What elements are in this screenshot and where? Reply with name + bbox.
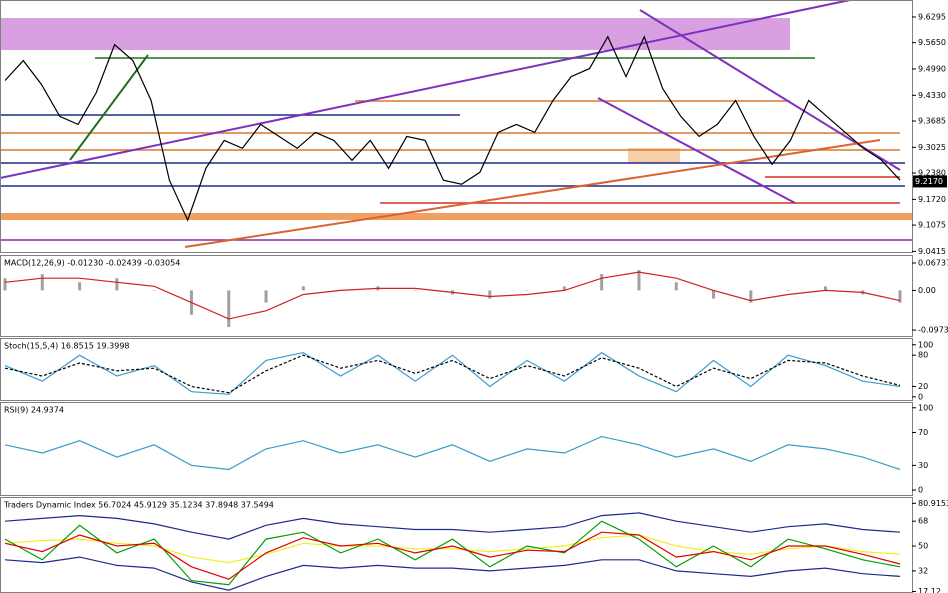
histogram-bar	[488, 290, 492, 299]
histogram-bar	[78, 282, 82, 291]
histogram-bar	[562, 286, 566, 291]
panel-frame	[0, 255, 913, 337]
histogram-bar	[40, 274, 44, 291]
y-tick-label: 70	[918, 428, 928, 437]
histogram-bar	[749, 290, 753, 303]
panel-title: RSI(9) 24.9374	[4, 406, 64, 415]
panel-title: Traders Dynamic Index 56.7024 45.9129 35…	[3, 501, 274, 510]
y-tick-label: 9.3025	[918, 143, 946, 152]
trend-line	[184, 139, 881, 248]
y-tick-label: 100	[918, 340, 933, 349]
y-tick-label: 9.4330	[918, 91, 946, 100]
histogram-bar	[600, 274, 604, 291]
histogram-bar	[525, 290, 529, 291]
y-tick-label: 80.9153	[918, 499, 948, 508]
y-tick-label: 68	[918, 517, 928, 526]
y-tick-label: 9.6295	[918, 12, 946, 21]
series-line	[4, 512, 901, 540]
y-tick-label: 0	[918, 392, 923, 401]
zone	[0, 213, 912, 220]
panel-frame	[0, 402, 913, 496]
histogram-bar	[674, 282, 678, 291]
trend-line	[69, 54, 149, 161]
histogram-bar	[712, 290, 716, 299]
histogram-bar	[786, 290, 790, 291]
histogram-bar	[3, 278, 7, 291]
y-tick-label: 30	[918, 461, 928, 470]
series-line	[4, 351, 901, 395]
zone	[628, 148, 680, 163]
series-line	[4, 534, 901, 564]
histogram-bar	[264, 290, 268, 303]
y-tick-label: 9.1720	[918, 195, 946, 204]
y-tick-label: 0.06737	[918, 258, 948, 267]
y-tick-label: 17.12	[918, 587, 941, 593]
series-line	[4, 531, 901, 580]
y-tick-label: 9.0415	[918, 247, 946, 256]
series-line	[4, 271, 901, 320]
y-tick-label: 9.5650	[918, 38, 946, 47]
price-label: 9.2170	[915, 177, 943, 186]
histogram-bar	[115, 278, 119, 291]
y-tick-label: 100	[918, 403, 933, 412]
series-line	[4, 35, 901, 222]
series-line	[4, 354, 901, 394]
panel-frame	[0, 0, 913, 253]
trend-line	[597, 97, 796, 204]
zone	[0, 18, 790, 50]
panel-title: MACD(12,26,9) -0.01230 -0.02439 -0.03054	[4, 259, 180, 268]
y-tick-label: 20	[918, 382, 928, 391]
y-tick-label: 9.4990	[918, 64, 946, 73]
trend-line	[0, 0, 851, 179]
series-line	[4, 435, 901, 471]
price-marker	[913, 175, 947, 188]
histogram-bar	[413, 290, 417, 291]
histogram-bar	[152, 290, 156, 291]
histogram-bar	[898, 290, 902, 303]
series-line	[4, 520, 901, 586]
drawings	[0, 0, 912, 248]
histogram-bar	[637, 270, 641, 291]
panel-frame	[0, 338, 913, 401]
series-line	[4, 556, 901, 591]
y-tick-label: -0.09737	[918, 326, 948, 335]
histogram-bar	[823, 286, 827, 291]
histogram-bar	[227, 290, 231, 328]
y-tick-label: 0.00	[918, 286, 936, 295]
y-tick-label: 9.2380	[918, 169, 946, 178]
y-tick-label: 9.3685	[918, 117, 946, 126]
y-tick-label: 32	[918, 566, 928, 575]
y-tick-label: 80	[918, 351, 928, 360]
histogram-bar	[301, 286, 305, 291]
y-tick-label: 0	[918, 486, 923, 495]
y-tick-label: 50	[918, 542, 928, 551]
panel-title: Stoch(15,5,4) 16.8515 19.3998	[4, 342, 130, 351]
y-tick-label: 9.1075	[918, 221, 946, 230]
